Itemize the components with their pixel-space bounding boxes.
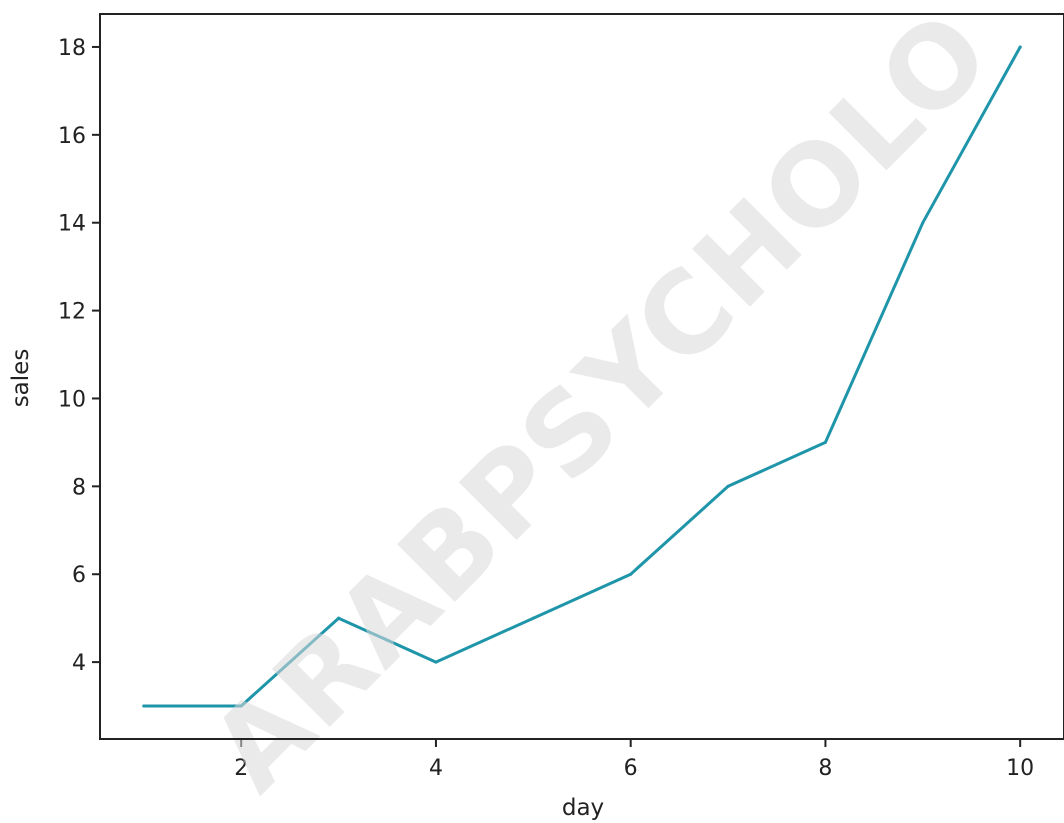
y-tick-label: 14 [58, 212, 86, 237]
x-tick-label: 8 [818, 756, 832, 781]
data-point [142, 704, 146, 708]
plot-background [100, 14, 1064, 739]
x-axis-ticks: 2 4 6 8 10 [234, 739, 1034, 781]
x-axis-label: day [562, 795, 604, 821]
x-tick-label: 2 [234, 756, 248, 781]
data-point [629, 572, 633, 576]
series-points [142, 45, 1022, 708]
y-tick-label: 18 [58, 36, 86, 61]
x-tick-label: 6 [624, 756, 638, 781]
y-axis-ticks: 4 6 8 10 12 14 16 18 [58, 36, 100, 676]
data-point [726, 484, 730, 488]
y-tick-label: 4 [72, 651, 86, 676]
data-point [434, 660, 438, 664]
y-axis-label: sales [8, 349, 34, 408]
data-point [531, 616, 535, 620]
data-point [337, 616, 341, 620]
plot-frame [99, 13, 1064, 740]
y-tick-label: 8 [72, 475, 86, 500]
y-tick-label: 6 [72, 563, 86, 588]
x-tick-label: 10 [1006, 756, 1034, 781]
data-point [239, 704, 243, 708]
y-tick-label: 10 [58, 387, 86, 412]
data-point [1018, 45, 1022, 49]
y-tick-label: 16 [58, 124, 86, 149]
data-point [921, 221, 925, 225]
series-line [142, 45, 1022, 708]
x-tick-label: 4 [429, 756, 443, 781]
y-tick-label: 12 [58, 300, 86, 325]
data-point [823, 440, 827, 444]
